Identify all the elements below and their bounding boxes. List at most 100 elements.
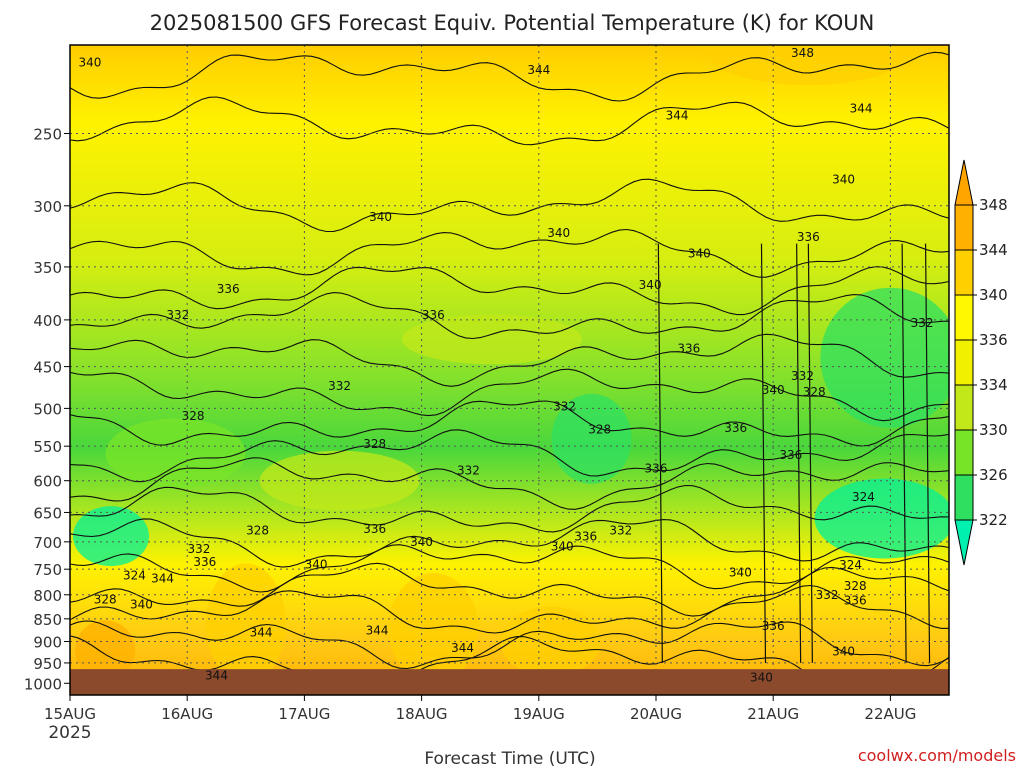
contour-label-22: 328 [588, 422, 611, 436]
y-tick-label-300: 300 [33, 198, 62, 216]
y-tick-label-800: 800 [33, 587, 62, 605]
contour-label-35: 332 [187, 542, 210, 556]
colorbar-label-336: 336 [979, 331, 1008, 349]
contour-label-24: 328 [363, 437, 386, 451]
contour-label-41: 324 [839, 558, 862, 572]
y-tick-label-1000: 1000 [24, 675, 62, 693]
contour-label-28: 324 [852, 490, 875, 504]
x-axis: 2025 15AUG 16AUG 17AUG 18AUG 19AUG 20AUG 21AUG… [44, 695, 916, 743]
x-tick-label-0: 15AUG [44, 705, 96, 723]
contour-line-1 [70, 96, 949, 146]
contour-line-11 [70, 484, 949, 533]
colorbar-label-340: 340 [979, 286, 1008, 304]
y-tick-label-400: 400 [33, 312, 62, 330]
contour-label-4: 344 [850, 102, 873, 116]
y-tick-label-850: 850 [33, 611, 62, 629]
colorbar-extend-top [954, 159, 974, 206]
contour-streak-3 [807, 243, 813, 663]
contour-label-14: 332 [911, 316, 934, 330]
contour-label-27: 336 [645, 462, 668, 476]
colorbar-label-348: 348 [979, 196, 1008, 214]
y-tick-label-500: 500 [33, 400, 62, 418]
contour-label-51: 340 [832, 645, 855, 659]
y-tick-label-750: 750 [33, 561, 62, 579]
contour-label-40: 340 [729, 565, 752, 579]
contour-label-18: 340 [762, 383, 785, 397]
contour-label-53: 340 [750, 670, 773, 684]
colorbar-segment-4 [954, 384, 974, 431]
y-tick-label-350: 350 [33, 259, 62, 277]
plot-frame [69, 44, 950, 696]
colorbar-label-322: 322 [979, 511, 1008, 529]
colorbar-label-330: 330 [979, 421, 1008, 439]
contour-line-15 [70, 584, 949, 634]
contour-line-5 [70, 292, 949, 340]
contour-label-6: 340 [832, 172, 855, 186]
colorbar-segment-0 [954, 204, 974, 251]
contour-label-47: 344 [250, 625, 273, 639]
x-tick-label-5: 20AUG [630, 705, 682, 723]
contour-label-8: 340 [688, 246, 711, 260]
ground-layer [70, 669, 949, 695]
field-patch-9 [75, 620, 136, 681]
colorbar-segment-6 [954, 474, 974, 521]
contour-label-44: 328 [844, 579, 867, 593]
contour-label-21: 332 [553, 399, 576, 413]
contour-label-17: 332 [791, 369, 814, 383]
contour-label-31: 336 [574, 529, 597, 543]
colorbar-extend-bottom [954, 519, 974, 566]
contour-line-3 [70, 228, 949, 278]
contour-streak-0 [657, 243, 663, 663]
x-year-label: 2025 [48, 723, 91, 743]
contour-label-12: 336 [422, 308, 445, 322]
contour-line-2 [70, 178, 949, 233]
contour-label-3: 344 [666, 108, 689, 122]
colorbar-label-334: 334 [979, 376, 1008, 394]
y-axis: 250 300 350 400 450 500 550 600 650 700 750 800 850 9… [24, 125, 70, 693]
credit-text: coolwx.com/models [858, 746, 1016, 765]
contour-streak-4 [901, 243, 907, 663]
colorbar: 348 344 340 336 334 330 326 322 [954, 159, 1008, 566]
y-tick-label-550: 550 [33, 438, 62, 456]
colorbar-segment-3 [954, 339, 974, 386]
contour-line-14 [70, 562, 949, 617]
y-tick-label-250: 250 [33, 125, 62, 143]
contour-label-34: 340 [551, 540, 574, 554]
contour-label-9: 340 [639, 278, 662, 292]
contour-label-46: 336 [844, 594, 867, 608]
contour-label-50: 336 [762, 619, 785, 633]
chart-title: 2025081500 GFS Forecast Equiv. Potential… [150, 11, 875, 35]
contour-label-23: 336 [724, 421, 747, 435]
contour-label-37: 340 [305, 558, 328, 572]
field-patches [73, 45, 949, 684]
contour-label-26: 332 [457, 464, 480, 478]
contour-label-5: 340 [369, 210, 392, 224]
contour-label-30: 336 [363, 522, 386, 536]
y-tick-label-950: 950 [33, 655, 62, 673]
contour-label-29: 328 [246, 524, 269, 538]
contour-streak-5 [924, 243, 931, 663]
contour-line-7 [70, 368, 949, 422]
field-patch-10 [259, 450, 420, 511]
contour-label-7: 340 [547, 226, 570, 240]
contour-label-36: 336 [193, 555, 216, 569]
y-tick-label-450: 450 [33, 359, 62, 377]
field-patch-6 [205, 563, 286, 684]
x-tick-label-2: 17AUG [278, 705, 330, 723]
contour-label-13: 332 [166, 308, 189, 322]
contour-line-0 [70, 51, 949, 102]
contour-label-52: 344 [205, 668, 228, 682]
field-patch-11 [401, 314, 582, 365]
x-tick-label-4: 19AUG [513, 705, 565, 723]
field-patch-2 [551, 393, 632, 484]
x-tick-label-7: 22AUG [864, 705, 916, 723]
contour-line-8 [70, 400, 949, 447]
contour-line-10 [70, 457, 949, 510]
contour-label-10: 336 [797, 230, 820, 244]
colorbar-segment-2 [954, 294, 974, 341]
x-axis-title: Forecast Time (UTC) [424, 749, 595, 768]
contour-streak-2 [796, 243, 802, 663]
colorbar-label-344: 344 [979, 241, 1008, 259]
